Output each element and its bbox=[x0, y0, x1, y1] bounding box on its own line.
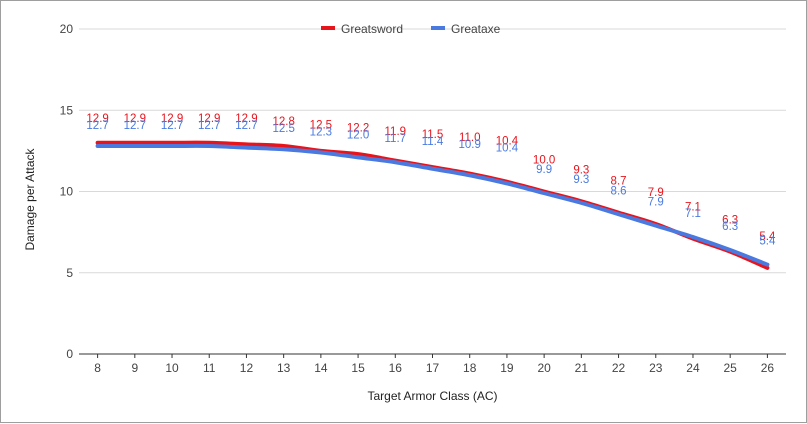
data-label-greataxe: 12.3 bbox=[310, 126, 332, 138]
data-label-greatsword: 6.3 bbox=[722, 215, 738, 227]
series-line-greatsword bbox=[95, 140, 770, 270]
data-label-greataxe: 12.7 bbox=[124, 120, 146, 132]
legend-swatch bbox=[431, 26, 445, 30]
x-tick-label: 17 bbox=[426, 361, 440, 375]
x-tick-label: 24 bbox=[686, 361, 700, 375]
x-tick-label: 10 bbox=[165, 361, 179, 375]
x-axis-ticks: 8 9 10 11 12 13 14 15 16 17 18 19 20 21 22 23 24 25 26 bbox=[94, 354, 774, 375]
data-label-greatsword: 12.9 bbox=[161, 113, 183, 125]
series-line-greataxe bbox=[95, 143, 770, 267]
x-axis-title: Target Armor Class (AC) bbox=[367, 389, 497, 403]
x-tick-label: 15 bbox=[351, 361, 365, 375]
data-label-greatsword: 12.9 bbox=[86, 113, 108, 125]
x-tick-label: 9 bbox=[131, 361, 138, 375]
series-lines bbox=[95, 140, 770, 270]
legend-swatch bbox=[321, 26, 335, 30]
x-tick-label: 25 bbox=[724, 361, 738, 375]
x-tick-label: 23 bbox=[649, 361, 663, 375]
x-tick-label: 14 bbox=[314, 361, 328, 375]
data-label-greataxe: 12.7 bbox=[86, 120, 108, 132]
x-tick-label: 18 bbox=[463, 361, 477, 375]
data-label-greatsword: 11.0 bbox=[459, 132, 481, 144]
x-tick-label: 12 bbox=[240, 361, 254, 375]
x-tick-label: 26 bbox=[761, 361, 775, 375]
data-label-greataxe: 12.5 bbox=[272, 123, 294, 135]
x-tick-label: 21 bbox=[575, 361, 589, 375]
x-tick-label: 8 bbox=[94, 361, 101, 375]
data-label-greataxe: 6.3 bbox=[722, 221, 738, 233]
data-label-greataxe: 7.9 bbox=[648, 197, 664, 209]
y-tick-label: 0 bbox=[66, 347, 73, 361]
y-tick-label: 10 bbox=[60, 185, 74, 199]
data-label-greatsword: 12.2 bbox=[347, 123, 369, 135]
legend: Greatsword Greataxe bbox=[321, 22, 501, 36]
data-label-greataxe: 12.7 bbox=[198, 120, 220, 132]
data-label-greatsword: 10.4 bbox=[496, 135, 519, 147]
y-axis-ticks: 0 5 10 15 20 bbox=[60, 22, 74, 361]
data-label-greataxe: 10.4 bbox=[496, 142, 519, 154]
data-label-greatsword: 8.7 bbox=[611, 176, 627, 188]
data-label-greatsword: 12.9 bbox=[198, 113, 220, 125]
data-label-greatsword: 12.5 bbox=[310, 119, 332, 131]
data-label-greataxe: 9.3 bbox=[573, 174, 589, 186]
y-tick-label: 5 bbox=[66, 266, 73, 280]
y-tick-label: 15 bbox=[60, 103, 74, 117]
x-tick-label: 16 bbox=[389, 361, 403, 375]
data-labels: 12.9 12.9 12.9 12.9 12.9 12.8 12.5 12.2 11.9 11.5… bbox=[86, 113, 776, 248]
data-label-greataxe: 11.7 bbox=[385, 133, 407, 145]
legend-label: Greatsword bbox=[341, 22, 403, 36]
data-label-greataxe: 5.4 bbox=[759, 236, 776, 248]
data-label-greatsword: 12.8 bbox=[272, 116, 294, 128]
y-axis-title: Damage per Attack bbox=[23, 147, 37, 250]
data-label-greataxe: 9.9 bbox=[536, 164, 552, 176]
x-tick-label: 13 bbox=[277, 361, 291, 375]
legend-label: Greataxe bbox=[451, 22, 501, 36]
data-label-greataxe: 12.7 bbox=[235, 120, 257, 132]
data-label-greataxe: 11.4 bbox=[422, 136, 444, 148]
x-tick-label: 20 bbox=[537, 361, 551, 375]
data-label-greatsword: 7.9 bbox=[648, 187, 664, 199]
data-label-greatsword: 12.9 bbox=[235, 113, 257, 125]
gridlines bbox=[79, 28, 786, 355]
data-label-greataxe: 10.9 bbox=[459, 139, 481, 151]
x-tick-label: 19 bbox=[500, 361, 514, 375]
x-tick-label: 11 bbox=[203, 361, 216, 375]
data-label-greataxe: 12.0 bbox=[347, 130, 369, 142]
data-label-greatsword: 10.0 bbox=[533, 155, 555, 167]
x-tick-label: 22 bbox=[612, 361, 626, 375]
data-label-greatsword: 11.9 bbox=[385, 126, 407, 138]
data-label-greatsword: 5.4 bbox=[759, 231, 776, 243]
data-label-greatsword: 9.3 bbox=[573, 164, 589, 176]
data-label-greatsword: 7.1 bbox=[685, 202, 701, 214]
data-label-greatsword: 11.5 bbox=[422, 129, 444, 141]
y-tick-label: 20 bbox=[60, 22, 74, 36]
data-label-greataxe: 8.6 bbox=[611, 185, 627, 197]
data-label-greataxe: 7.1 bbox=[685, 208, 701, 220]
data-label-greataxe: 12.7 bbox=[161, 120, 183, 132]
data-label-greatsword: 12.9 bbox=[124, 113, 146, 125]
